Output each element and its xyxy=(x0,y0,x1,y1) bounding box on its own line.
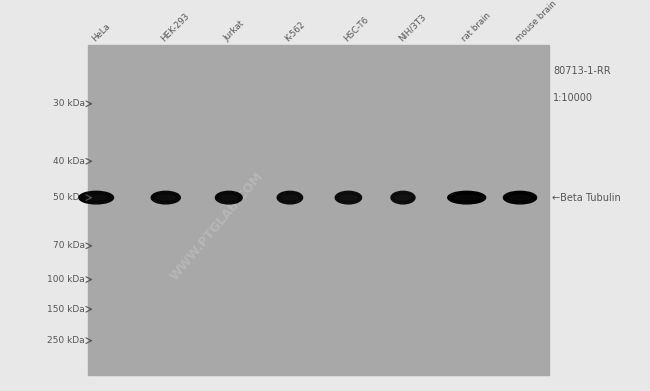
Ellipse shape xyxy=(215,191,242,204)
Text: 70 kDa: 70 kDa xyxy=(53,241,84,250)
Text: HEK-293: HEK-293 xyxy=(159,11,191,43)
Text: NIH/3T3: NIH/3T3 xyxy=(396,12,428,43)
Text: Jurkat: Jurkat xyxy=(222,19,246,43)
Bar xyxy=(88,45,549,375)
Ellipse shape xyxy=(277,191,303,204)
Text: rat brain: rat brain xyxy=(460,11,493,43)
Ellipse shape xyxy=(151,191,180,204)
Ellipse shape xyxy=(281,196,298,200)
Text: 1:10000: 1:10000 xyxy=(553,93,593,103)
Text: K-562: K-562 xyxy=(283,20,307,43)
Ellipse shape xyxy=(454,196,479,200)
Ellipse shape xyxy=(340,196,357,200)
Ellipse shape xyxy=(391,191,415,204)
Text: ←Beta Tubulin: ←Beta Tubulin xyxy=(552,193,621,203)
Ellipse shape xyxy=(509,196,531,200)
Text: 100 kDa: 100 kDa xyxy=(47,275,84,284)
Text: 30 kDa: 30 kDa xyxy=(53,99,84,108)
Ellipse shape xyxy=(448,191,486,204)
Text: HeLa: HeLa xyxy=(90,21,112,43)
Text: 50 kDa: 50 kDa xyxy=(53,193,84,202)
Ellipse shape xyxy=(156,196,176,200)
Ellipse shape xyxy=(220,196,237,200)
Ellipse shape xyxy=(335,191,361,204)
Text: 40 kDa: 40 kDa xyxy=(53,157,84,166)
Text: mouse brain: mouse brain xyxy=(514,0,558,43)
Ellipse shape xyxy=(85,196,107,200)
Text: 80713-1-RR: 80713-1-RR xyxy=(553,66,611,76)
Ellipse shape xyxy=(79,191,114,204)
Text: 250 kDa: 250 kDa xyxy=(47,336,84,345)
Text: 150 kDa: 150 kDa xyxy=(47,305,84,314)
Ellipse shape xyxy=(395,196,411,200)
Ellipse shape xyxy=(503,191,537,204)
Text: WWW.PTGLAB.COM: WWW.PTGLAB.COM xyxy=(168,170,266,283)
Text: HSC-T6: HSC-T6 xyxy=(342,14,370,43)
